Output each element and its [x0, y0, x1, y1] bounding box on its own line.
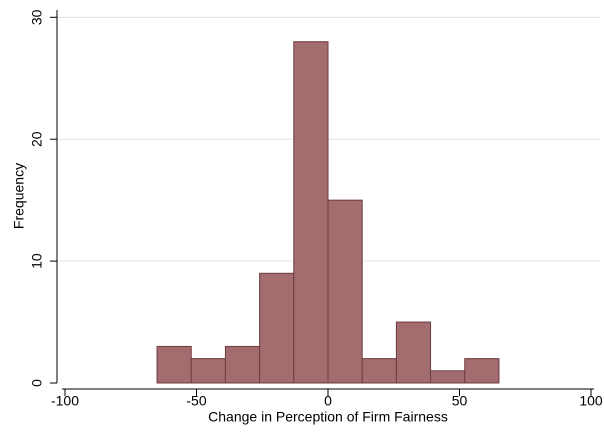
- y-tick-label: 20: [29, 131, 45, 147]
- bar: [190, 358, 226, 384]
- bar: [464, 358, 500, 384]
- bar: [293, 41, 329, 384]
- bar: [224, 345, 261, 384]
- y-tick-label: 10: [29, 253, 45, 269]
- y-tick-label: 0: [29, 379, 45, 387]
- x-axis-title: Change in Perception of Firm Fairness: [208, 409, 448, 425]
- bar: [395, 321, 432, 384]
- bar: [327, 199, 363, 384]
- x-tick-label: -100: [51, 393, 79, 409]
- x-tick-label: 0: [324, 393, 332, 409]
- y-tick-label: 30: [29, 9, 45, 25]
- bar: [259, 272, 295, 384]
- bar: [361, 358, 397, 384]
- x-tick-label: -50: [186, 393, 206, 409]
- bar: [430, 370, 466, 384]
- y-axis-title: Frequency: [11, 163, 27, 229]
- x-tick-label: 100: [579, 393, 603, 409]
- x-tick-label: 50: [452, 393, 468, 409]
- bar: [156, 345, 192, 384]
